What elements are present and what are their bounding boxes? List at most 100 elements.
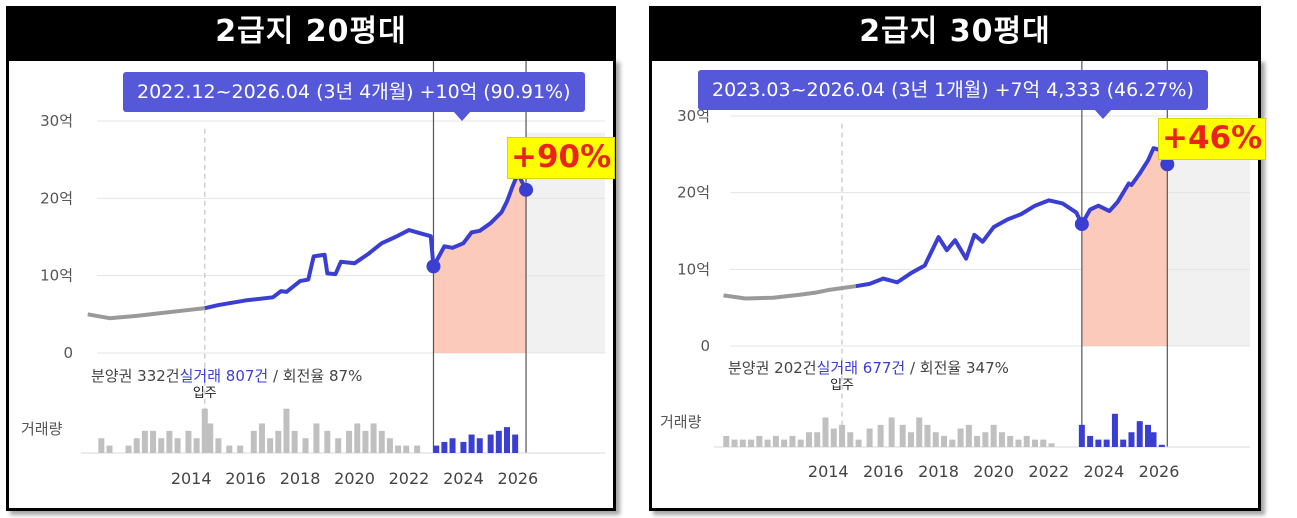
volume-bar <box>106 445 113 453</box>
volume-bar-highlight <box>1087 435 1094 447</box>
volume-label: 거래량 <box>21 420 63 438</box>
panel-title: 2급지 30평대 <box>649 6 1261 58</box>
x-tick-label: 2016 <box>863 462 904 481</box>
volume-bar <box>965 424 972 447</box>
volume-bar-highlight <box>1078 424 1085 447</box>
price-line-early <box>723 284 857 301</box>
volume-bar <box>789 435 796 447</box>
volume-bar <box>1023 435 1030 447</box>
volume-bar <box>362 430 369 453</box>
volume-bar <box>941 435 948 447</box>
panel-title: 2급지 20평대 <box>6 6 616 58</box>
y-tick-label: 20억 <box>40 189 73 207</box>
volume-bar <box>258 423 265 453</box>
volume-bar <box>1040 439 1047 447</box>
volume-bar <box>855 439 862 447</box>
volume-bar <box>150 430 157 453</box>
x-tick-label: 2014 <box>808 462 849 481</box>
volume-bar <box>313 423 320 453</box>
volume-bar <box>302 438 309 453</box>
volume-bar <box>907 432 914 447</box>
range-end-dot <box>519 182 534 197</box>
volume-bar-highlight <box>468 434 475 453</box>
volume-bar-highlight <box>1145 424 1152 447</box>
tooltip-text: 2022.12~2026.04 (3년 4개월) +10억 (90.91%) <box>137 81 571 103</box>
volume-bar-highlight <box>495 430 502 453</box>
volume-bar <box>830 428 837 447</box>
volume-bar <box>822 417 829 447</box>
volume-bar <box>335 438 342 453</box>
trade-stats: 분양권 202건실거래 677건 / 회전율 347% <box>728 359 1009 377</box>
volume-bar <box>141 430 148 453</box>
volume-bar <box>814 432 821 447</box>
stats-turnover: / 회전율 87% <box>268 367 362 385</box>
volume-bar <box>193 438 200 453</box>
volume-bar-highlight <box>1128 432 1135 447</box>
growth-badge: +46% <box>1158 118 1267 160</box>
volume-bar-highlight <box>460 441 467 453</box>
x-tick-label: 2022 <box>1028 462 1069 481</box>
volume-bar <box>185 430 192 453</box>
volume-bar <box>414 445 421 453</box>
volume-bar <box>215 438 222 453</box>
x-tick-label: 2026 <box>1139 462 1180 481</box>
tooltip-text: 2023.03~2026.04 (3년 1개월) +7억 4,333 (46.2… <box>712 79 1194 101</box>
volume-bar <box>899 424 906 447</box>
volume-bar <box>275 430 282 453</box>
volume-bar <box>1031 439 1038 447</box>
volume-bar <box>772 435 779 447</box>
volume-bar <box>158 438 165 453</box>
volume-bar <box>805 432 812 447</box>
volume-bar <box>781 439 788 447</box>
y-tick-label: 30억 <box>40 112 73 130</box>
volume-bar-highlight <box>433 445 440 453</box>
y-tick-label: 20억 <box>677 184 710 202</box>
x-tick-label: 2020 <box>334 469 375 488</box>
stats-real-trades: 실거래 677건 <box>817 359 906 377</box>
trade-stats: 분양권 332건실거래 807건 / 회전율 87% <box>91 367 362 385</box>
price-line-early <box>87 306 206 321</box>
volume-bar <box>731 439 738 447</box>
movein-label: 입주 <box>193 386 217 401</box>
volume-bar <box>354 423 361 453</box>
range-start-dot <box>1074 217 1089 232</box>
volume-bar <box>974 435 981 447</box>
x-tick-label: 2020 <box>973 462 1014 481</box>
volume-bar <box>847 432 854 447</box>
volume-bar-highlight <box>512 434 519 453</box>
x-tick-label: 2014 <box>171 469 212 488</box>
y-tick-label: 30억 <box>677 107 710 125</box>
x-tick-label: 2024 <box>443 469 484 488</box>
volume-bar <box>267 438 274 453</box>
y-tick-label: 0 <box>63 344 73 362</box>
volume-bar <box>1015 439 1022 447</box>
volume-bar <box>739 439 746 447</box>
x-tick-label: 2018 <box>918 462 959 481</box>
volume-bar <box>403 445 410 453</box>
volume-bar <box>1048 443 1055 447</box>
volume-bar <box>916 417 923 447</box>
volume-bar <box>291 430 298 453</box>
movein-label: 입주 <box>830 378 854 393</box>
volume-bar-highlight <box>476 438 483 453</box>
volume-bar <box>877 424 884 447</box>
y-tick-label: 10억 <box>677 260 710 278</box>
volume-bar-highlight <box>1120 439 1127 447</box>
y-tick-label: 0 <box>700 337 710 355</box>
volume-bar <box>207 423 214 453</box>
volume-bar-highlight <box>1150 432 1157 447</box>
volume-bar-highlight <box>1158 444 1165 447</box>
volume-bar <box>866 428 873 447</box>
volume-bar <box>998 432 1005 447</box>
stats-presale: 분양권 332건 <box>91 367 180 385</box>
range-end-dot <box>1160 157 1175 172</box>
volume-bar <box>990 424 997 447</box>
volume-bar <box>166 430 173 453</box>
chart-box: 30억 20억 10억 0 분양권 202건실거래 677건 / 회전율 347% 입주 거… <box>649 58 1267 511</box>
stats-presale: 분양권 202건 <box>728 359 817 377</box>
volume-bar <box>346 430 353 453</box>
volume-bar-highlight <box>1103 439 1110 447</box>
volume-bar <box>324 430 331 453</box>
